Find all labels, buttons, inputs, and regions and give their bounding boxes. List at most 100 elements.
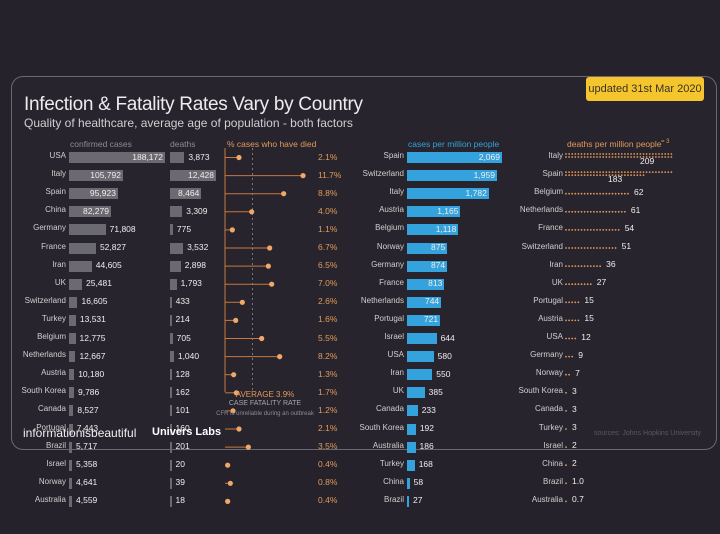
death-dot [642,156,645,158]
death-dot [593,174,595,177]
death-dot [568,301,570,304]
death-dot [633,156,636,158]
bar-confirmed-cases [69,405,74,417]
death-dot [664,171,667,174]
country-label: France [379,277,404,287]
deaths-per-million-dots [565,247,617,249]
value-confirmed-cases: 52,827 [99,242,126,252]
death-dot [605,192,608,195]
death-dot [617,210,620,213]
death-dot [596,229,598,231]
death-dot [614,210,617,213]
bar-cases-per-million [407,206,461,218]
value-cfr: 2.6% [318,296,338,307]
bar-cases-per-million [407,224,459,236]
death-dot [599,153,601,155]
value-cfr: 2.1% [318,151,338,162]
death-dot [627,192,629,195]
country-label: Spain [383,151,404,160]
value-cfr: 6.5% [318,260,338,271]
death-dot [583,283,586,286]
death-dot [651,156,654,158]
death-dot [642,153,645,155]
country-label: Belgium [375,223,404,233]
bar-deaths [170,423,172,435]
country-label: Belgium [534,187,563,197]
value-confirmed-cases: 12,775 [79,332,106,343]
value-deaths-per-million: 3 [572,403,577,414]
death-dot [614,153,617,155]
death-dot [627,153,629,155]
death-dot [589,210,592,213]
death-dot [577,210,580,213]
bar-cases-per-million [407,260,448,272]
bar-deaths [170,242,184,254]
bar-confirmed-cases [69,477,72,489]
updated-badge: updated 31st Mar 2020 [586,77,704,101]
death-dot [565,265,567,267]
value-deaths: 39 [175,477,185,488]
death-dot [580,174,583,177]
country-label: Netherlands [360,295,404,305]
death-dot [664,156,667,158]
death-dot [661,156,663,158]
death-dot [565,192,567,195]
bar-deaths [170,405,172,417]
value-cases-per-million: 1,959 [473,169,495,180]
cfr-dot [230,408,236,414]
header-deaths-per-million: deaths per million people [567,139,662,149]
cfr-dot [233,390,239,396]
value-confirmed-cases: 12,667 [79,350,106,361]
country-label: Brazil [542,476,563,486]
death-dot [565,464,567,467]
bar-confirmed-cases [69,296,78,308]
death-dot [583,171,586,174]
bar-cases-per-million [407,170,497,182]
country-label: Australia [531,494,563,504]
bar-cases-per-million [407,441,416,453]
death-dot [568,355,570,358]
death-dot [574,337,577,340]
value-deaths: 433 [175,296,190,307]
bar-confirmed-cases [69,278,82,290]
value-deaths: 20 [175,459,185,470]
value-deaths-per-million: 2 [572,458,577,469]
deaths-per-million-dots [565,283,592,286]
death-dot [565,373,567,376]
country-label: Switzerland [362,169,404,179]
death-dot [611,210,614,213]
value-confirmed-cases: 10,180 [78,368,105,379]
death-dot [608,192,611,195]
country-label: Turkey [538,422,563,432]
bar-cases-per-million [407,495,409,507]
death-dot [602,171,605,174]
death-dot [658,156,660,158]
death-dot [645,171,648,174]
country-label: Brazil [383,494,404,504]
death-dot [611,229,614,231]
value-deaths-per-million: 54 [624,222,635,233]
death-dot [596,156,598,158]
death-dot [571,337,574,340]
death-dot [614,229,617,231]
death-dot [571,192,574,195]
death-dot [586,283,589,286]
value-cases-per-million: 721 [423,314,439,325]
value-deaths-per-million: 7 [575,367,580,378]
cfr-dot [229,227,235,233]
death-dot [608,174,611,177]
value-cfr: 0.8% [318,477,338,488]
death-dot [580,210,583,213]
death-dot [599,156,601,158]
death-dot [574,153,577,155]
death-dot [605,247,608,249]
death-dot [577,265,580,267]
death-dot [617,171,620,174]
bar-deaths [170,351,174,363]
death-dot [599,229,601,231]
death-dot [608,156,611,158]
death-dot [630,153,632,155]
bar-cases-per-million [407,459,415,471]
cfr-dot [259,335,265,342]
death-dot [574,229,577,231]
